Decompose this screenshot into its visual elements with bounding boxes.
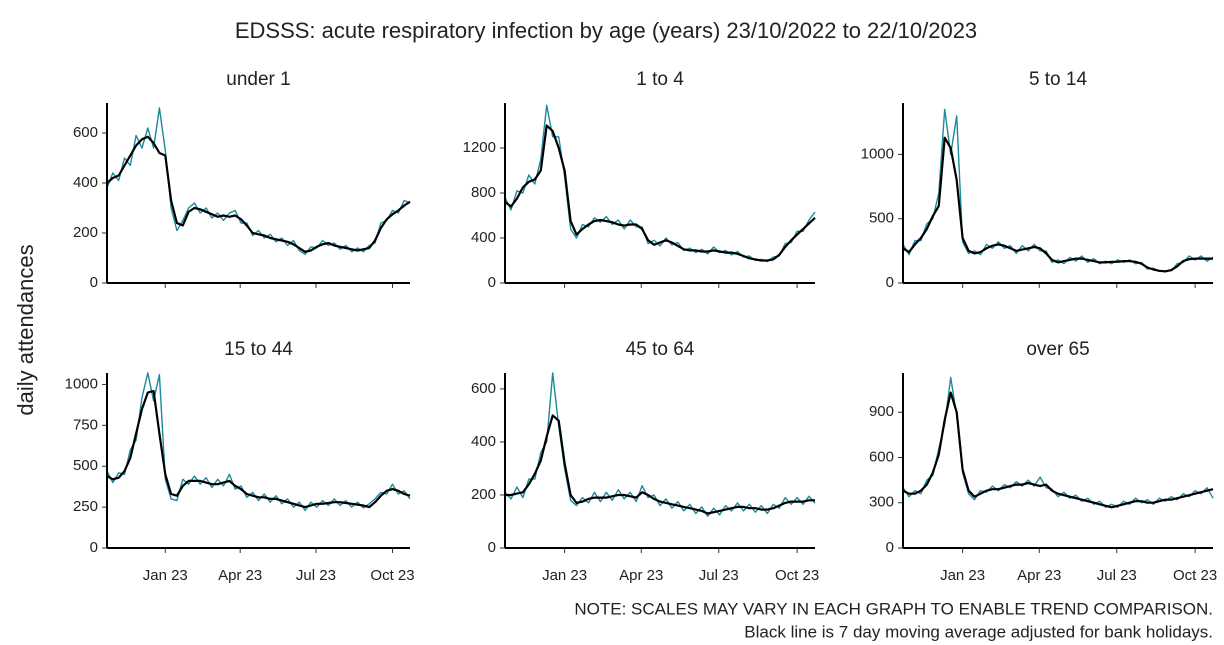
- y-axis-label: daily attendances: [13, 244, 38, 415]
- y-tick-label: 750: [73, 416, 98, 433]
- x-tick-label: Jan 23: [143, 567, 188, 584]
- x-tick-label: Jul 23: [1097, 567, 1137, 584]
- panel-title: 5 to 14: [1029, 69, 1088, 90]
- panel-title: 15 to 44: [224, 339, 293, 360]
- y-tick-label: 1000: [65, 375, 98, 392]
- y-tick-label: 0: [886, 274, 894, 291]
- x-tick-label: Apr 23: [218, 567, 262, 584]
- series-line: [106, 107, 411, 255]
- y-tick-label: 600: [471, 380, 496, 397]
- y-tick-label: 200: [471, 486, 496, 503]
- series-line: [902, 136, 1213, 273]
- y-tick-label: 600: [73, 124, 98, 141]
- y-tick-label: 1000: [861, 145, 894, 162]
- series-line: [902, 108, 1214, 273]
- y-tick-label: 400: [471, 229, 496, 246]
- panel-title: over 65: [1026, 339, 1089, 360]
- y-tick-label: 200: [73, 224, 98, 241]
- chart-title: EDSSS: acute respiratory infection by ag…: [235, 18, 977, 43]
- x-tick-label: Jul 23: [699, 567, 739, 584]
- series-line: [106, 389, 411, 509]
- x-tick-label: Oct 23: [1173, 567, 1217, 584]
- y-tick-label: 0: [90, 539, 98, 556]
- panel-title: 45 to 64: [626, 339, 695, 360]
- x-tick-label: Apr 23: [619, 567, 663, 584]
- x-tick-label: Jan 23: [542, 567, 587, 584]
- panel-title: 1 to 4: [636, 69, 684, 90]
- y-tick-label: 600: [869, 448, 894, 465]
- series-line: [106, 135, 411, 253]
- y-tick-label: 0: [488, 539, 496, 556]
- y-tick-label: 0: [488, 274, 496, 291]
- y-tick-label: 800: [471, 184, 496, 201]
- y-tick-label: 400: [73, 174, 98, 191]
- y-tick-label: 250: [73, 498, 98, 515]
- series-line: [504, 372, 816, 517]
- x-tick-label: Jul 23: [296, 567, 336, 584]
- panel-title: under 1: [226, 69, 290, 90]
- note: Black line is 7 day moving average adjus…: [744, 622, 1213, 641]
- series-line: [106, 372, 411, 512]
- series-line: [505, 414, 815, 515]
- x-tick-label: Apr 23: [1017, 567, 1061, 584]
- x-tick-label: Jan 23: [940, 567, 985, 584]
- y-tick-label: 0: [90, 274, 98, 291]
- y-tick-label: 900: [869, 403, 894, 420]
- x-tick-label: Oct 23: [370, 567, 414, 584]
- series-line: [504, 124, 816, 262]
- y-tick-label: 400: [471, 433, 496, 450]
- y-tick-label: 500: [73, 457, 98, 474]
- y-tick-label: 500: [869, 210, 894, 227]
- y-tick-label: 1200: [463, 139, 496, 156]
- y-tick-label: 0: [886, 539, 894, 556]
- note: NOTE: SCALES MAY VARY IN EACH GRAPH TO E…: [574, 599, 1213, 618]
- x-tick-label: Oct 23: [775, 567, 819, 584]
- y-tick-label: 300: [869, 494, 894, 511]
- series-line: [902, 391, 1214, 509]
